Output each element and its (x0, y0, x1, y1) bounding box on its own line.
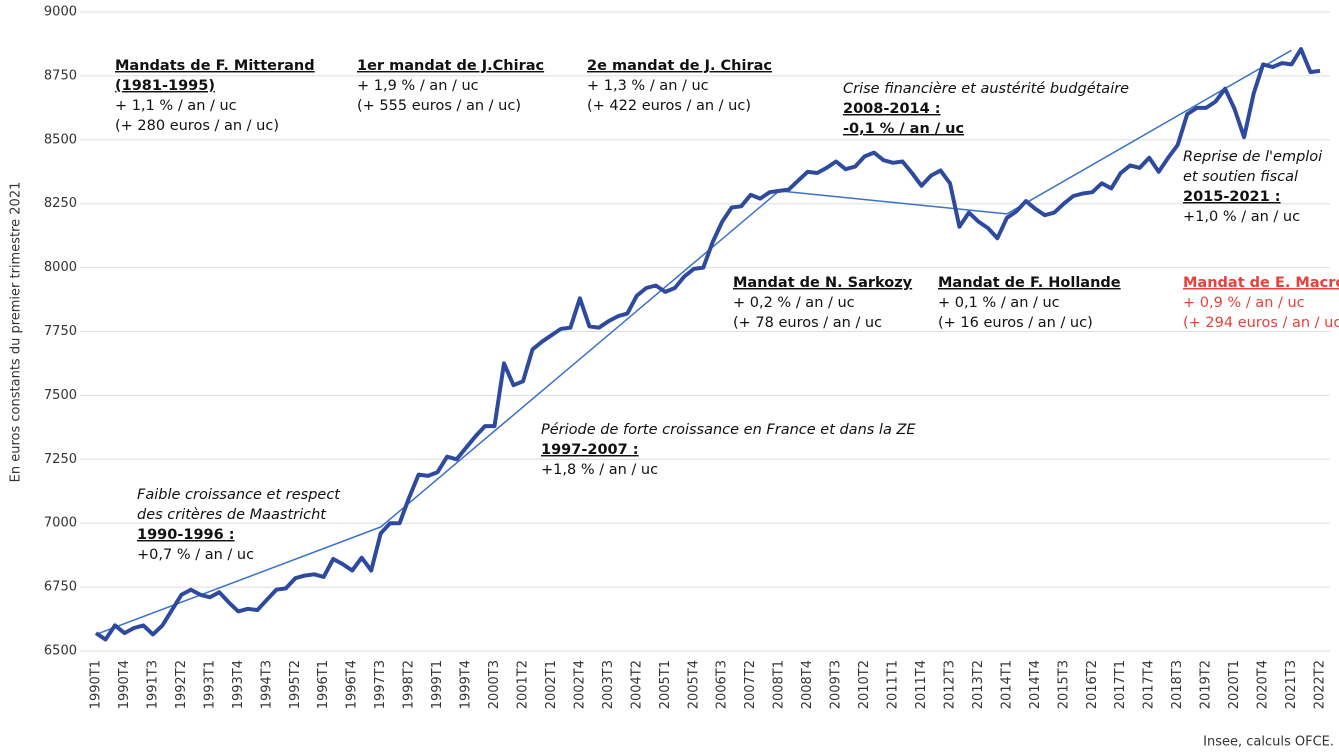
y-tick-label: 8500 (44, 132, 77, 147)
trend-line (95, 49, 1292, 636)
annotation: Crise financière et austérité budgétaire (843, 81, 1129, 97)
x-tick-label: 2001T2 (515, 660, 530, 709)
y-tick-label: 8250 (44, 196, 77, 211)
y-tick-label: 7750 (44, 324, 77, 339)
annotation: (+ 280 euros / an / uc) (115, 118, 279, 134)
annotation: +0,7 % / an / uc (137, 547, 254, 563)
annotation: 2e mandat de J. Chirac (587, 58, 772, 74)
x-tick-label: 2011T4 (914, 660, 929, 709)
annotation: (1981-1995) (115, 78, 215, 94)
annotation: + 1,9 % / an / uc (357, 78, 479, 94)
x-tick-label: 2008T4 (800, 660, 815, 709)
x-tick-label: 2009T3 (829, 660, 844, 709)
annotation: et soutien fiscal (1183, 169, 1298, 185)
x-tick-label: 2017T1 (1113, 660, 1128, 709)
y-tick-label: 7250 (44, 452, 77, 467)
x-tick-label: 2005T1 (658, 660, 673, 709)
series-line (94, 47, 1321, 642)
x-tick-label: 1998T2 (402, 660, 417, 709)
annotation: (+ 422 euros / an / uc) (587, 98, 751, 114)
x-tick-label: 1993T4 (231, 660, 246, 709)
annotation: Mandat de F. Hollande (938, 275, 1121, 291)
x-tick-label: 1999T1 (430, 660, 445, 709)
y-tick-label: 9000 (44, 5, 77, 20)
annotation: (+ 78 euros / an / uc (733, 315, 882, 331)
y-tick-label: 7000 (44, 516, 77, 531)
annotation: 2015-2021 : (1183, 189, 1281, 205)
x-tick-label: 2002T4 (572, 660, 587, 709)
x-tick-label: 2022T2 (1313, 660, 1328, 709)
x-tick-label: 1995T2 (288, 660, 303, 709)
x-tick-label: 2005T4 (686, 660, 701, 709)
x-tick-label: 2004T2 (629, 660, 644, 709)
annotation: (+ 555 euros / an / uc) (357, 98, 521, 114)
y-axis-label: En euros constants du premier trimestre … (9, 182, 24, 483)
annotation: + 1,1 % / an / uc (115, 98, 237, 114)
x-tick-label: 2017T4 (1142, 660, 1157, 709)
x-tick-label: 2020T4 (1256, 660, 1271, 709)
x-tick-label: 2016T2 (1085, 660, 1100, 709)
annotation: 2008-2014 : (843, 101, 941, 117)
source: Insee, calculs OFCE. (1203, 735, 1334, 750)
x-tick-label: 2008T1 (772, 660, 787, 709)
x-tick-label: 2006T3 (715, 660, 730, 709)
x-tick-label: 1993T1 (202, 660, 217, 709)
x-tick-label: 2003T3 (601, 660, 616, 709)
x-tick-label: 2021T3 (1284, 660, 1299, 709)
x-tick-label: 2019T2 (1199, 660, 1214, 709)
annotation: (+ 294 euros / an / uc) (1183, 315, 1339, 331)
annotation: Mandat de E. Macron (1183, 275, 1339, 291)
x-tick-label: 2015T3 (1056, 660, 1071, 709)
y-tick-label: 6500 (44, 644, 77, 659)
annotation: + 0,1 % / an / uc (938, 295, 1060, 311)
x-tick-label: 2018T3 (1170, 660, 1185, 709)
x-tick-label: 2014T1 (999, 660, 1014, 709)
annotation: 1er mandat de J.Chirac (357, 58, 544, 74)
x-tick-label: 2002T1 (544, 660, 559, 709)
annotation: -0,1 % / an / uc (843, 121, 964, 137)
annotation: 1997-2007 : (541, 442, 639, 458)
y-tick-label: 6750 (44, 580, 77, 595)
x-tick-label: 2013T2 (971, 660, 986, 709)
annotation: Faible croissance et respect (137, 487, 341, 503)
annotation: Reprise de l'emploi (1183, 149, 1322, 165)
annotation: +1,8 % / an / uc (541, 462, 658, 478)
x-tick-label: 1999T4 (459, 660, 474, 709)
annotation: Période de forte croissance en France et… (541, 422, 916, 438)
x-tick-label: 1994T3 (259, 660, 274, 709)
x-tick-label: 1996T1 (316, 660, 331, 709)
y-tick-label: 7500 (44, 388, 77, 403)
x-tick-label: 2010T2 (857, 660, 872, 709)
annotation: 1990-1996 : (137, 527, 235, 543)
x-tick-label: 2000T3 (487, 660, 502, 709)
x-tick-label: 1992T2 (174, 660, 189, 709)
x-tick-label: 1990T4 (117, 660, 132, 709)
x-tick-label: 1990T1 (89, 660, 104, 709)
x-tick-label: 1991T3 (145, 660, 160, 709)
annotation: Mandats de F. Mitterand (115, 58, 315, 74)
x-tick-label: 2020T1 (1227, 660, 1242, 709)
x-tick-label: 2012T3 (942, 660, 957, 709)
annotation: + 0,2 % / an / uc (733, 295, 855, 311)
y-tick-label: 8750 (44, 68, 77, 83)
x-tick-label: 2011T1 (886, 660, 901, 709)
x-tick-label: 2014T4 (1028, 660, 1043, 709)
annotation: + 0,9 % / an / uc (1183, 295, 1305, 311)
x-tick-label: 1997T3 (373, 660, 388, 709)
annotation: (+ 16 euros / an / uc) (938, 315, 1093, 331)
annotation: Mandat de N. Sarkozy (733, 275, 913, 291)
annotation: +1,0 % / an / uc (1183, 209, 1300, 225)
annotation: + 1,3 % / an / uc (587, 78, 709, 94)
x-tick-label: 1996T4 (345, 660, 360, 709)
annotation: des critères de Maastricht (137, 507, 327, 523)
x-tick-label: 2007T2 (743, 660, 758, 709)
y-tick-label: 8000 (44, 260, 77, 275)
